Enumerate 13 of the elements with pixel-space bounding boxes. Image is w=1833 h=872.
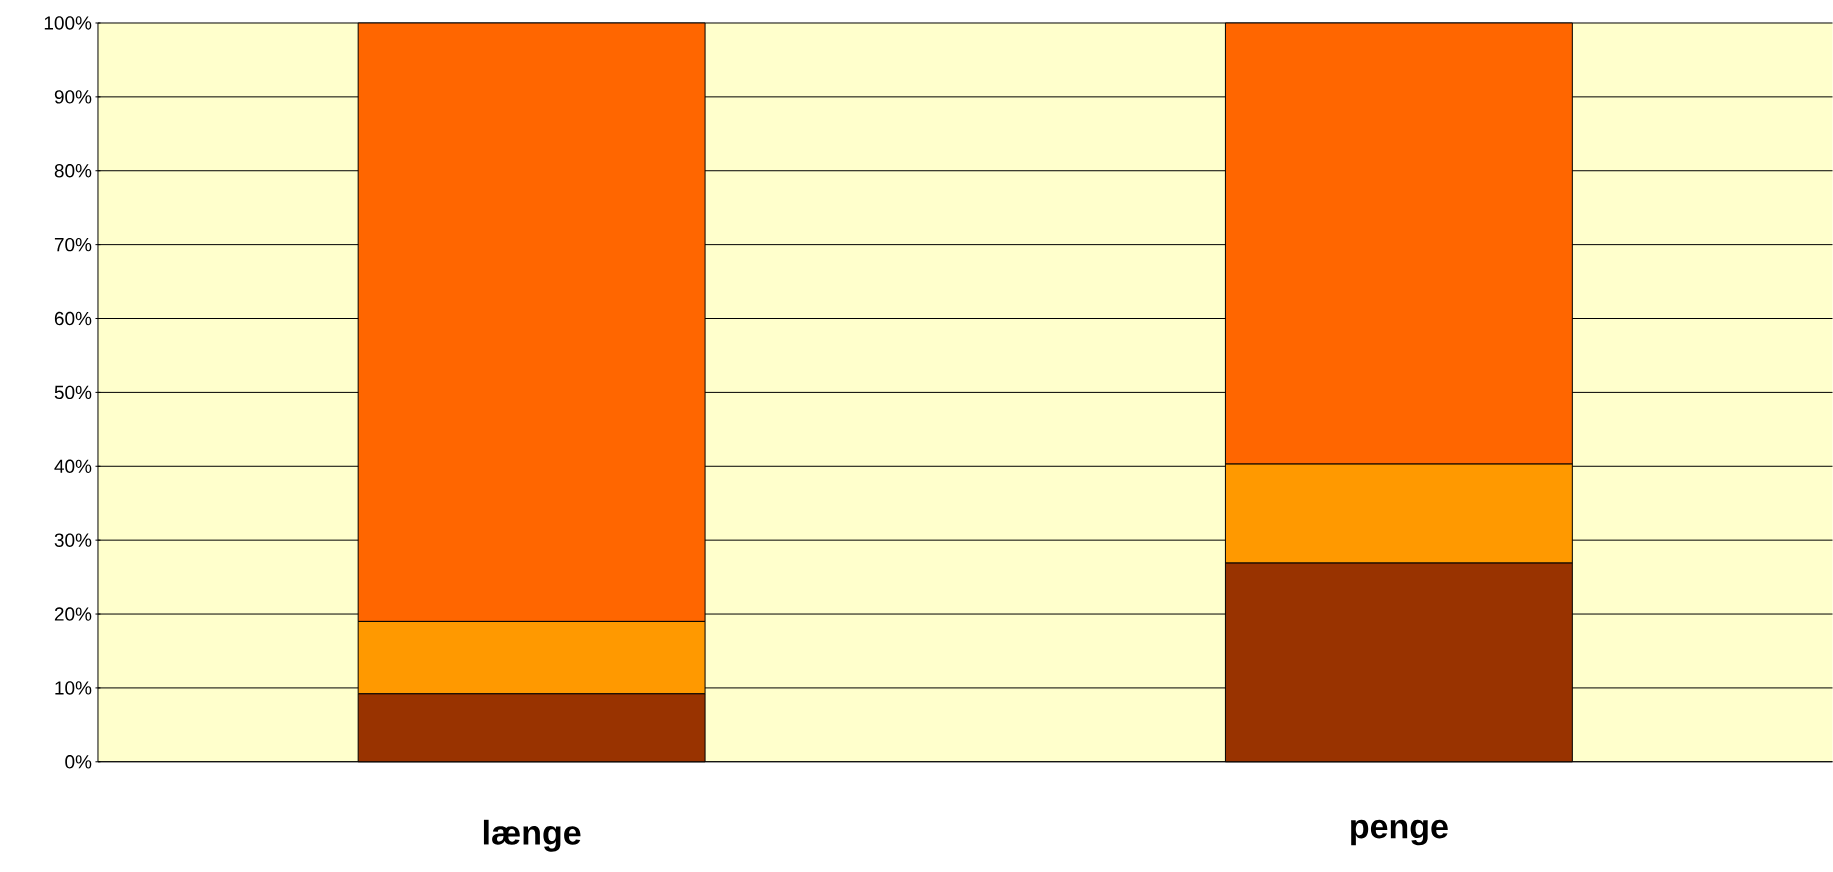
y-tick-label: 10%	[55, 681, 92, 695]
y-tick-label: 50%	[54, 385, 92, 400]
y-tick-label: 0%	[65, 755, 92, 769]
y-tick-label: 60%	[54, 311, 92, 326]
y-tick-label: 80%	[54, 164, 92, 178]
y-tick-label: 30%	[54, 533, 92, 547]
y-tick-label: 100%	[44, 16, 92, 30]
y-tick-label: 70%	[54, 238, 92, 252]
x-tick-label: længe	[483, 819, 581, 852]
x-tick-label: penge	[1351, 819, 1448, 846]
y-tick-label: 90%	[54, 90, 92, 104]
y-tick-label: 20%	[54, 607, 92, 621]
y-tick-label: 40%	[54, 459, 92, 474]
